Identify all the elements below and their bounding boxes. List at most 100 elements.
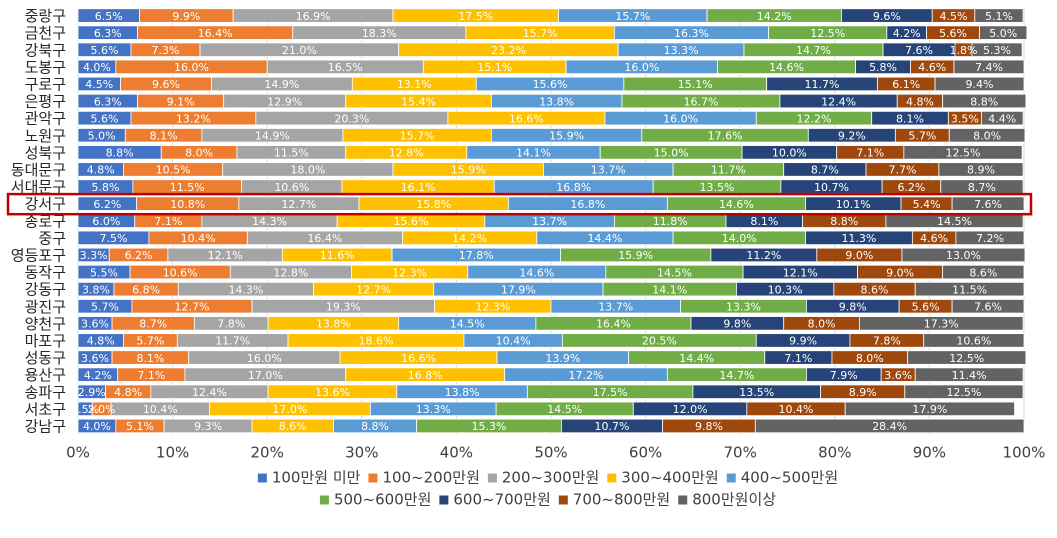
data-label: 16.3% — [674, 27, 709, 40]
data-label: 6.3% — [94, 27, 122, 40]
legend-swatch — [726, 473, 736, 483]
data-label: 11.5% — [274, 147, 309, 160]
x-tick-label: 40% — [440, 444, 473, 462]
x-tick-label: 0% — [66, 444, 90, 462]
x-axis-ticks: 0% 10% 20% 30% 40% 50% 60% 70% 80% 90% 100% — [66, 444, 1045, 462]
data-label: 8.1% — [136, 352, 164, 365]
data-label: 14.2% — [452, 232, 487, 245]
legend-label: 400~500만원 — [741, 469, 838, 487]
data-label: 16.6% — [401, 352, 436, 365]
data-label: 8.0% — [808, 318, 836, 331]
data-label: 9.6% — [873, 10, 901, 23]
data-label: 16.4% — [198, 27, 233, 40]
data-label: 8.8% — [830, 215, 858, 228]
data-label: 4.8% — [87, 164, 115, 177]
category-label: 강서구 — [25, 195, 66, 213]
data-label: 9.2% — [838, 129, 866, 142]
data-label: 8.6% — [969, 266, 997, 279]
data-label: 4.2% — [84, 369, 112, 382]
data-label: 10.4% — [779, 403, 814, 416]
data-label: 8.1% — [750, 215, 778, 228]
x-tick-label: 100% — [1003, 444, 1046, 462]
data-label: 10.1% — [836, 198, 871, 211]
data-label: 11.5% — [952, 283, 987, 296]
category-label: 송파구 — [25, 383, 66, 401]
data-label: 11.8% — [653, 215, 688, 228]
data-label: 15.4% — [401, 95, 436, 108]
data-label: 14.6% — [719, 198, 754, 211]
data-label: 16.8% — [408, 369, 443, 382]
category-label: 중구 — [38, 229, 66, 247]
data-label: 15.1% — [477, 61, 512, 74]
data-label: 13.5% — [700, 181, 735, 194]
data-label: 12.9% — [267, 95, 302, 108]
data-label: 10.8% — [170, 198, 205, 211]
data-label: 5.0% — [989, 27, 1017, 40]
data-label: 16.4% — [307, 232, 342, 245]
bars — [77, 8, 1028, 434]
bar-segment — [942, 264, 1025, 280]
data-label: 14.4% — [587, 232, 622, 245]
data-label: 10.4% — [181, 232, 216, 245]
legend-swatch — [368, 473, 378, 483]
legend: 100만원 미만 100~200만원 200~300만원 300~400만원 400~5… — [257, 469, 838, 509]
data-label: 8.6% — [861, 283, 889, 296]
x-tick-label: 90% — [913, 444, 946, 462]
data-label: 14.5% — [547, 403, 582, 416]
data-label: 11.3% — [841, 232, 876, 245]
data-label: 14.2% — [757, 10, 792, 23]
legend-label: 300~400만원 — [621, 469, 718, 487]
data-label: 17.0% — [248, 369, 283, 382]
data-label: 14.4% — [679, 352, 714, 365]
data-label: 19.3% — [326, 300, 361, 313]
data-label: 4.6% — [918, 61, 946, 74]
data-label: 15.6% — [394, 215, 429, 228]
data-label: 15.6% — [533, 78, 568, 91]
data-label: 18.6% — [359, 335, 394, 348]
data-label: 5.0% — [88, 129, 116, 142]
data-label: 5.4% — [913, 198, 941, 211]
x-tick-label: 70% — [724, 444, 757, 462]
bar-segment — [858, 316, 1024, 331]
data-label: 12.4% — [821, 95, 856, 108]
data-label: 6.5% — [95, 10, 123, 23]
data-label: 18.3% — [362, 27, 397, 40]
data-label: 13.7% — [591, 164, 626, 177]
data-label: 18.0% — [290, 164, 325, 177]
data-label: 4.0% — [83, 420, 111, 433]
data-label: 12.5% — [949, 352, 984, 365]
data-label: 7.5% — [99, 232, 127, 245]
data-label: 8.8% — [361, 420, 389, 433]
data-label: 14.3% — [228, 283, 263, 296]
bar-segment — [907, 350, 1027, 365]
data-label: 2.9% — [78, 386, 106, 399]
category-label: 양천구 — [25, 315, 66, 333]
category-label: 마포구 — [25, 332, 66, 350]
data-label: 5.7% — [136, 335, 164, 348]
data-label: 7.8% — [873, 335, 901, 348]
data-label: 11.6% — [320, 249, 355, 262]
data-label: 12.0% — [673, 403, 708, 416]
data-label: 17.8% — [459, 249, 494, 262]
legend-swatch — [439, 495, 449, 505]
bar-segment — [953, 59, 1025, 75]
data-label: 4.8% — [87, 335, 115, 348]
data-label: 7.8% — [217, 318, 245, 331]
data-label: 1.8% — [949, 44, 977, 57]
data-label: 8.0% — [856, 352, 884, 365]
legend-swatch — [319, 495, 329, 505]
category-label: 도봉구 — [25, 58, 66, 76]
legend-label: 500~600만원 — [334, 491, 431, 509]
highlight-rect — [6, 192, 1033, 216]
bar-segment — [942, 93, 1027, 109]
data-label: 7.1% — [856, 147, 884, 160]
data-label: 10.0% — [772, 147, 807, 160]
data-label: 15.7% — [400, 129, 435, 142]
data-label: 13.3% — [416, 403, 451, 416]
data-label: 20.5% — [642, 335, 677, 348]
category-label: 영등포구 — [11, 246, 66, 264]
data-label: 14.5% — [937, 215, 972, 228]
data-label: 14.1% — [652, 283, 687, 296]
data-label: 15.0% — [654, 147, 689, 160]
data-label: 10.4% — [143, 403, 178, 416]
